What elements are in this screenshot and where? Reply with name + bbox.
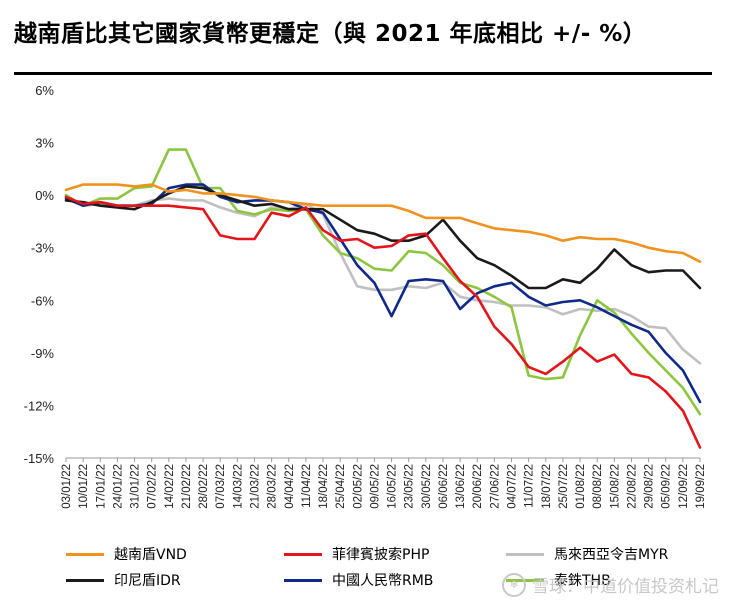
x-tick-label: 11/07/22 [524,464,536,508]
x-tick-label: 05/09/22 [661,464,673,509]
legend-item-vnd: 越南盾VND [66,543,187,565]
legend-swatch [284,578,322,582]
legend-swatch [284,552,322,556]
x-tick-label: 14/02/22 [164,464,176,509]
x-tick-label: 30/05/22 [421,464,433,509]
legend-label: 泰銖THB [554,573,611,589]
snowball-logo-icon: ❄ [502,572,526,597]
x-tick-label: 15/08/22 [609,464,621,509]
x-tick-label: 28/02/22 [198,464,210,509]
title-divider [14,72,712,75]
x-axis: 03/01/22 10/01/22 17/01/22 24/01/22 31/01/22… [61,457,707,509]
x-tick-label: 16/05/22 [387,464,399,509]
y-tick-label: -3% [31,241,55,256]
y-tick-label: -6% [31,293,55,308]
legend-swatch [66,578,104,582]
x-tick-label: 10/01/22 [78,464,90,509]
x-tick-label: 13/06/22 [455,464,467,509]
x-tick-label: 18/07/22 [541,464,553,509]
legend-item-php: 菲律賓披索PHP [284,543,429,565]
x-tick-label: 31/01/22 [130,464,142,509]
x-tick-label: 29/08/22 [644,464,656,509]
legend-swatch [506,552,544,556]
legend-label: 中國人民幣RMB [332,573,434,589]
legend-swatch [66,552,104,556]
legend-label: 菲律賓披索PHP [332,547,430,563]
x-tick-label: 21/02/22 [181,464,193,509]
x-tick-label: 04/04/22 [284,464,296,509]
line-chart: 6% 3% 0% -3% -6% -9% -12% -15% 03/01/22 10/01/22… [24,83,707,509]
x-tick-label: 22/08/22 [626,464,638,509]
x-tick-label: 25/07/22 [558,464,570,509]
watermark-text: 雪球：中道价值投资札记 [532,577,719,597]
x-tick-label: 27/06/22 [489,464,501,509]
x-tick-label: 17/01/22 [95,464,107,509]
y-tick-label: 3% [35,136,54,151]
x-tick-label: 07/02/22 [147,464,159,509]
x-tick-label: 02/05/22 [352,464,364,509]
watermark: ❄ 雪球：中道价值投资札记 [502,572,719,597]
y-tick-label: -12% [24,398,55,413]
legend-item-myr: 馬來西亞令吉MYR [506,543,668,565]
x-tick-label: 11/04/22 [301,464,313,508]
x-tick-label: 01/08/22 [575,464,587,509]
y-tick-label: -15% [24,451,55,466]
chart-title: 越南盾比其它國家貨幣更穩定（與 2021 年底相比 +/- %） [14,21,647,47]
series-line-1 [64,195,702,449]
x-tick-label: 20/06/22 [472,464,484,509]
legend-item-idr: 印尼盾IDR [66,569,181,591]
legend-item-rmb: 中國人民幣RMB [284,569,433,591]
x-tick-label: 04/07/22 [507,464,519,509]
x-tick-label: 12/09/22 [678,464,690,509]
series-line-3 [64,185,702,290]
y-tick-label: 6% [35,83,54,98]
x-tick-label: 23/05/22 [404,464,416,509]
x-tick-label: 08/08/22 [592,464,604,509]
x-tick-label: 03/01/22 [61,464,73,509]
series-line-2 [64,195,702,365]
y-tick-label: 0% [35,188,54,203]
x-tick-label: 07/03/22 [215,464,227,509]
x-tick-label: 21/03/22 [249,464,261,509]
x-tick-label: 24/01/22 [112,464,124,509]
series-line-4 [64,183,702,404]
legend: 越南盾VND 菲律賓披索PHP 馬來西亞令吉MYR 印尼盾IDR 中國人民幣RM… [66,543,726,599]
series-line-0 [64,183,702,264]
y-tick-label: -9% [31,346,55,361]
legend-label: 越南盾VND [114,547,187,563]
x-tick-label: 14/03/22 [232,464,244,509]
series-lines [64,148,702,449]
legend-label: 馬來西亞令吉MYR [554,547,669,563]
legend-label: 印尼盾IDR [114,573,181,589]
x-tick-label: 19/09/22 [695,464,707,509]
y-axis: 6% 3% 0% -3% -6% -9% -12% -15% [24,83,55,466]
x-tick-label: 28/03/22 [267,464,279,509]
x-tick-label: 18/04/22 [318,464,330,509]
x-tick-label: 25/04/22 [335,464,347,509]
x-tick-label: 06/06/22 [438,464,450,509]
x-tick-label: 09/05/22 [369,464,381,509]
